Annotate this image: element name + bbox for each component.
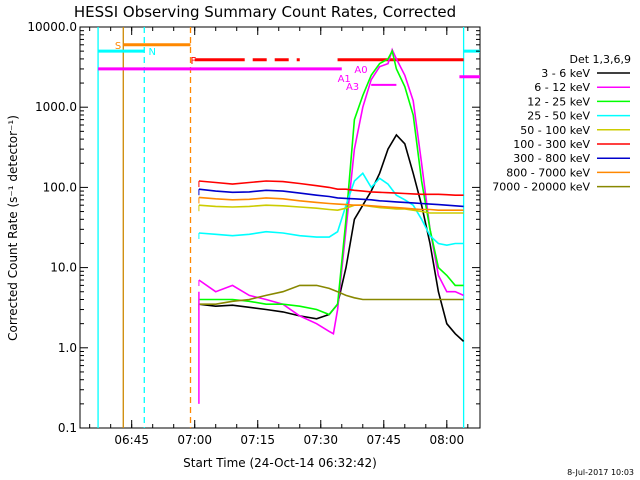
legend-label-7: 800 - 7000 keV	[506, 166, 590, 179]
legend-label-5: 100 - 300 keV	[513, 138, 590, 151]
plot-frame	[79, 26, 481, 429]
y-tick-label-0: 0.1	[58, 421, 77, 435]
x-tick-label-2: 07:15	[240, 433, 275, 447]
x-tick-label-3: 07:30	[303, 433, 338, 447]
annotation-2: A3	[346, 82, 359, 93]
series-group	[198, 47, 465, 404]
x-tick-label-5: 08:00	[430, 433, 465, 447]
legend-label-0: 3 - 6 keV	[541, 67, 590, 80]
x-axis-label: Start Time (24-Oct-14 06:32:42)	[183, 456, 377, 470]
series-line-3	[198, 172, 464, 247]
bar-label-3: F	[191, 56, 197, 67]
series-line-6	[198, 188, 464, 208]
annotation-0: A0	[354, 65, 367, 76]
observing-bars: S N F	[98, 41, 480, 86]
legend-label-6: 300 - 800 keV	[513, 152, 590, 165]
legend-label-4: 50 - 100 keV	[520, 124, 590, 137]
legend-label-1: 6 - 12 keV	[534, 81, 590, 94]
series-line-5	[198, 180, 464, 196]
series-line-0	[198, 133, 465, 342]
timestamp: 8-Jul-2017 10:03	[567, 468, 634, 477]
legend-label-3: 25 - 50 keV	[527, 110, 590, 123]
legend-label-8: 7000 - 20000 keV	[492, 181, 590, 194]
annotation-1: A1	[338, 74, 351, 85]
bar-label-1: N	[148, 47, 155, 58]
legend-label-2: 12 - 25 keV	[527, 95, 590, 108]
y-tick-label-5: 10000.0	[27, 20, 77, 34]
series-line-2	[198, 48, 464, 316]
y-tick-label-3: 100.0	[43, 180, 77, 194]
y-axis-label: Corrected Count Rate (s⁻¹ detector⁻¹)	[6, 115, 20, 341]
x-tick-label-4: 07:45	[366, 433, 401, 447]
series-line-1	[198, 47, 464, 335]
y-tick-label-4: 1000.0	[35, 100, 77, 114]
series-line-7	[198, 196, 464, 211]
x-tick-label-1: 07:00	[177, 433, 212, 447]
bar-label-0: S	[115, 41, 121, 52]
axis-ticks: 0.1 1.0 10.0 100.0 1000.0 10000.0 06:45 07:00 07…	[27, 20, 480, 447]
y-tick-label-1: 1.0	[58, 341, 77, 355]
x-tick-label-0: 06:45	[114, 433, 149, 447]
chart-title: HESSI Observing Summary Count Rates, Cor…	[74, 3, 456, 21]
vertical-markers	[97, 27, 465, 428]
y-tick-label-2: 10.0	[50, 261, 77, 275]
legend-header: Det 1,3,6,9	[569, 53, 631, 66]
series-line-8	[198, 284, 464, 305]
